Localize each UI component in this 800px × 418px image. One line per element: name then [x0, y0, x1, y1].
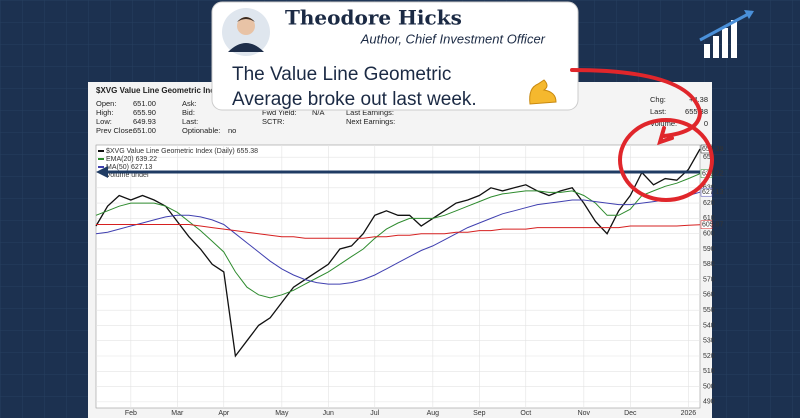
legend-note: Volume undef: [106, 172, 149, 179]
x-tick-label: Mar: [171, 410, 184, 417]
plot-area: [95, 144, 701, 409]
y-tick-label: 510: [703, 368, 715, 375]
info-label: Chg:: [650, 95, 666, 104]
logo: [699, 10, 754, 58]
series-line: [95, 191, 701, 285]
author-name: Theodore Hicks: [285, 6, 462, 30]
last-value-label: 605.87: [702, 222, 724, 229]
last-value-badge: [700, 220, 713, 229]
info-label: Last:: [182, 117, 198, 126]
breakout-line: [96, 166, 700, 178]
post-text: Average broke out last week.: [232, 89, 477, 110]
y-tick-label: 500: [703, 383, 715, 390]
last-value-label: 627.13: [702, 189, 724, 196]
info-label: Low:: [96, 117, 112, 126]
info-label: Fwd Yield:: [262, 108, 297, 117]
info-value: +4.38: [689, 95, 708, 104]
info-label: Ask:: [182, 99, 197, 108]
series-line: [95, 173, 701, 299]
y-tick-label: 490: [703, 399, 715, 406]
red-annotation: [570, 68, 714, 202]
info-value: 655.38: [685, 107, 708, 116]
info-label: Next Earnings:: [346, 117, 395, 126]
info-label: Optionable:: [182, 126, 220, 135]
chart-title: $XVG Value Line Geometric Index: [96, 86, 225, 95]
chart: 4905005105205305405505605705805906006106…: [95, 144, 724, 417]
series-line: [95, 148, 701, 358]
x-tick-label: Feb: [125, 410, 137, 417]
info-value: 0: [704, 119, 708, 128]
info-value: no: [228, 126, 236, 135]
info-label: Prev Close:: [96, 126, 135, 135]
y-tick-label: 600: [703, 231, 715, 238]
last-value-badge: [700, 187, 713, 197]
info-label: Last:: [650, 107, 666, 116]
x-tick-label: Apr: [218, 410, 230, 417]
y-tick-label: 620: [703, 200, 715, 207]
info-value: 651.00: [133, 99, 156, 108]
flex-emoji: [529, 79, 557, 105]
author-role: Author, Chief Investment Officer: [360, 31, 546, 46]
series-line: [96, 224, 701, 239]
y-tick-label: 570: [703, 276, 715, 283]
y-tick-label: 560: [703, 292, 715, 299]
x-tick-label: Oct: [520, 410, 531, 417]
y-tick-label: 540: [703, 322, 715, 329]
last-value-label: 655.38: [702, 146, 724, 153]
x-tick-label: Nov: [578, 410, 591, 417]
y-tick-label: 520: [703, 353, 715, 360]
post-bubble: Theodore Hicks Author, Chief Investment …: [211, 1, 579, 111]
y-tick-label: 550: [703, 307, 715, 314]
info-label: Bid:: [182, 108, 195, 117]
info-value: N/A: [312, 108, 325, 117]
x-tick-label: Jun: [323, 410, 334, 417]
x-tick-label: May: [275, 410, 289, 417]
y-tick-label: 530: [703, 338, 715, 345]
legend-value: 655.38: [237, 148, 259, 155]
info-label: Open:: [96, 99, 116, 108]
info-label: Volume:: [650, 119, 677, 128]
info-label: Last Earnings:: [346, 108, 394, 117]
legend-value: 627.13: [131, 164, 153, 171]
last-value-label: 639.22: [702, 171, 724, 178]
y-tick-label: 610: [703, 215, 715, 222]
info-value: 649.93: [133, 117, 156, 126]
y-tick-label: 590: [703, 246, 715, 253]
x-tick-label: Jul: [370, 410, 379, 417]
info-label: High:: [96, 108, 114, 117]
y-tick-label: 650: [703, 154, 715, 161]
x-tick-label: Sep: [473, 410, 486, 417]
post-text: The Value Line Geometric: [232, 64, 451, 85]
legend-value: 639.22: [136, 156, 158, 163]
x-tick-label: Aug: [427, 410, 440, 417]
info-value: 655.90: [133, 108, 156, 117]
info-label: SCTR:: [262, 117, 285, 126]
legend-label: $XVG Value Line Geometric Index (Daily): [106, 148, 235, 155]
x-tick-label: Dec: [624, 410, 637, 417]
legend-label: EMA(20): [106, 156, 134, 163]
legend-label: MA(50): [106, 164, 129, 171]
x-tick-label: 2026: [681, 410, 697, 417]
y-tick-label: 580: [703, 261, 715, 268]
info-value: 651.00: [133, 126, 156, 135]
